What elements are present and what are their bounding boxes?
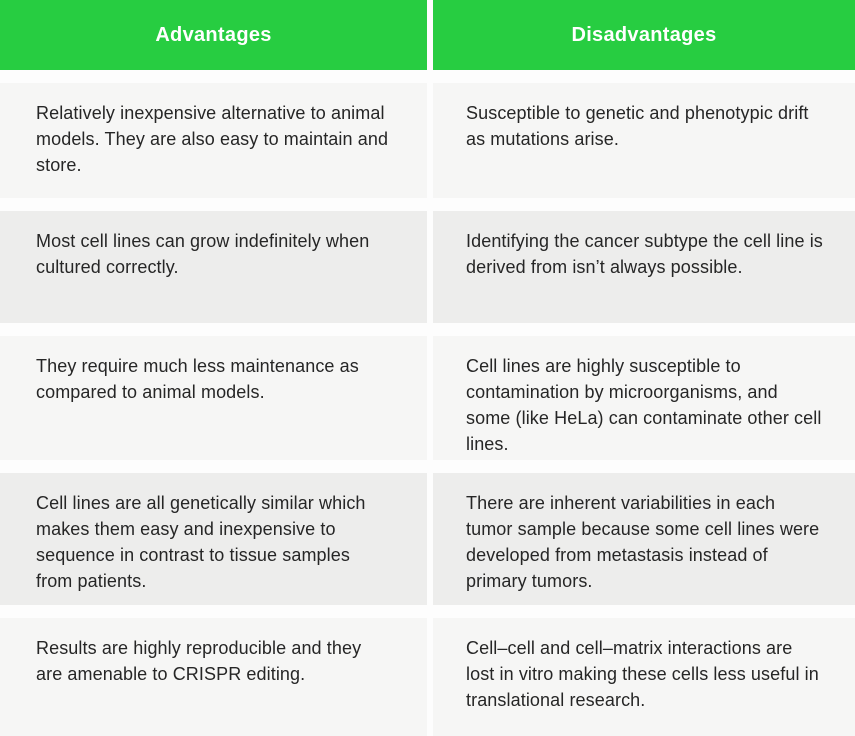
table-row-1-disadvantage-cell: Susceptible to genetic and phenotypic dr… [433, 83, 855, 198]
table-row-5-disadvantage-cell: Cell–cell and cell–matrix interactions a… [433, 618, 855, 736]
disadvantages-header-label: Disadvantages [571, 23, 717, 46]
cell-text: Cell lines are highly susceptible to con… [466, 356, 822, 454]
table-row-3-advantage-cell: They require much less maintenance as co… [0, 336, 427, 460]
table-row-4-disadvantage-cell: There are inherent variabilities in each… [433, 473, 855, 605]
table-row-1-advantage-cell: Relatively inexpensive alternative to an… [0, 83, 427, 198]
cell-text: Cell–cell and cell–matrix interactions a… [466, 638, 819, 710]
cell-text: There are inherent variabilities in each… [466, 493, 820, 591]
table-row-2-advantage-cell: Most cell lines can grow indefinitely wh… [0, 211, 427, 323]
cell-text: Cell lines are all genetically similar w… [36, 493, 366, 591]
disadvantages-column-header: Disadvantages [433, 0, 855, 70]
cell-text: Susceptible to genetic and phenotypic dr… [466, 103, 809, 149]
table-row-4-advantage-cell: Cell lines are all genetically similar w… [0, 473, 427, 605]
cell-text: Identifying the cancer subtype the cell … [466, 231, 823, 277]
cell-text: Results are highly reproducible and they… [36, 638, 362, 684]
cell-text: Most cell lines can grow indefinitely wh… [36, 231, 370, 277]
advantages-header-label: Advantages [155, 23, 272, 46]
advantages-column-header: Advantages [0, 0, 427, 70]
table-row-5-advantage-cell: Results are highly reproducible and they… [0, 618, 427, 736]
cell-text: They require much less maintenance as co… [36, 356, 359, 402]
table-row-2-disadvantage-cell: Identifying the cancer subtype the cell … [433, 211, 855, 323]
cell-text: Relatively inexpensive alternative to an… [36, 103, 389, 175]
table-row-3-disadvantage-cell: Cell lines are highly susceptible to con… [433, 336, 855, 460]
